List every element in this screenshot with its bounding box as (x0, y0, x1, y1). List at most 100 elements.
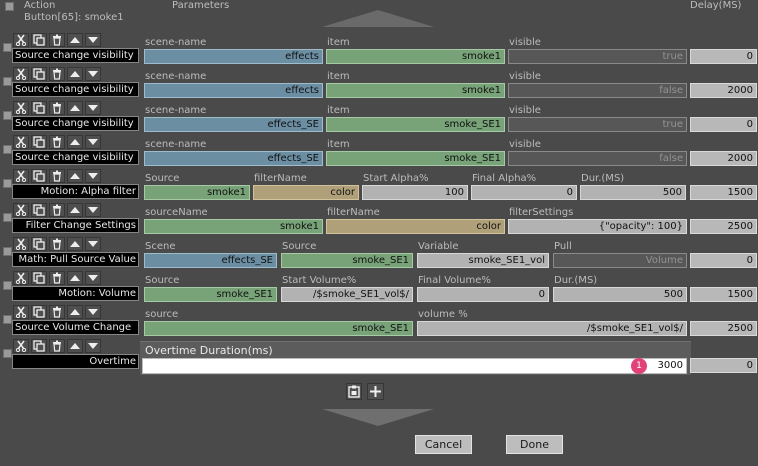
row1-move-up-button[interactable] (67, 33, 83, 47)
row5-duration-field[interactable]: 500 (580, 185, 686, 200)
row3-scene-field[interactable]: effects_SE (144, 117, 323, 132)
row9-delay-field[interactable]: 2500 (690, 321, 757, 336)
overtime-duration-input[interactable]: 3000 (142, 358, 687, 374)
row10-delay-field[interactable]: 0 (690, 358, 757, 373)
row5-start-alpha-field[interactable]: 100 (362, 185, 468, 200)
row10-move-down-button[interactable] (85, 339, 101, 353)
row1-visible-field[interactable]: true (508, 49, 687, 64)
row7-cut-button[interactable] (13, 237, 29, 251)
row7-variable-field[interactable]: smoke_SE1_vol (417, 253, 549, 268)
row7-copy-button[interactable] (31, 237, 47, 251)
row8-final-volume-field[interactable]: 0 (417, 287, 549, 302)
row5-source-field[interactable]: smoke1 (144, 185, 250, 200)
row3-copy-button[interactable] (31, 101, 47, 115)
row4-cut-button[interactable] (13, 135, 29, 149)
row2-move-down-button[interactable] (85, 67, 101, 81)
row1-scene-field[interactable]: effects (144, 49, 323, 64)
row8-checkbox[interactable] (3, 281, 12, 290)
row2-item-field[interactable]: smoke1 (326, 83, 505, 98)
row3-move-up-button[interactable] (67, 101, 83, 115)
row1-cut-button[interactable] (13, 33, 29, 47)
row1-delete-button[interactable] (49, 33, 65, 47)
row2-move-up-button[interactable] (67, 67, 83, 81)
row8-delay-field[interactable]: 1500 (690, 287, 757, 302)
row3-visible-field[interactable]: true (508, 117, 687, 132)
row10-copy-button[interactable] (31, 339, 47, 353)
row2-delay-field[interactable]: 2000 (690, 83, 757, 98)
row7-scene-field[interactable]: effects_SE (144, 253, 277, 268)
row5-checkbox[interactable] (3, 179, 12, 188)
row8-start-volume-field[interactable]: /$smoke_SE1_vol$/ (281, 287, 413, 302)
row2-copy-button[interactable] (31, 67, 47, 81)
scroll-up-arrow[interactable] (322, 10, 434, 27)
row3-checkbox[interactable] (3, 111, 12, 120)
row4-copy-button[interactable] (31, 135, 47, 149)
row2-visible-field[interactable]: false (508, 83, 687, 98)
row2-delete-button[interactable] (49, 67, 65, 81)
row6-move-down-button[interactable] (85, 203, 101, 217)
row2-action-name[interactable]: Source change visibility (12, 82, 139, 97)
row4-checkbox[interactable] (3, 145, 12, 154)
row7-move-down-button[interactable] (85, 237, 101, 251)
row7-delay-field[interactable]: 0 (690, 253, 757, 268)
row9-action-name[interactable]: Source Volume Change (12, 320, 139, 335)
select-all-checkbox[interactable] (5, 2, 14, 11)
row7-action-name[interactable]: Math: Pull Source Value (12, 252, 139, 267)
row8-cut-button[interactable] (13, 271, 29, 285)
row8-move-up-button[interactable] (67, 271, 83, 285)
row9-volume-field[interactable]: /$smoke_SE1_vol$/ (417, 321, 687, 336)
row6-action-name[interactable]: Filter Change Settings (12, 218, 139, 233)
row4-visible-field[interactable]: false (508, 151, 687, 166)
cancel-button[interactable]: Cancel (415, 435, 472, 454)
row8-action-name[interactable]: Motion: Volume (12, 286, 139, 301)
done-button[interactable]: Done (506, 435, 563, 454)
scroll-down-arrow[interactable] (322, 409, 434, 426)
row3-action-name[interactable]: Source change visibility (12, 116, 139, 131)
row6-filter-field[interactable]: color (326, 219, 505, 234)
row10-delete-button[interactable] (49, 339, 65, 353)
row9-move-down-button[interactable] (85, 305, 101, 319)
row5-delay-field[interactable]: 1500 (690, 185, 757, 200)
row6-settings-field[interactable]: {"opacity": 100} (508, 219, 687, 234)
row7-delete-button[interactable] (49, 237, 65, 251)
row5-move-up-button[interactable] (67, 169, 83, 183)
row1-move-down-button[interactable] (85, 33, 101, 47)
row8-copy-button[interactable] (31, 271, 47, 285)
row4-move-up-button[interactable] (67, 135, 83, 149)
row5-copy-button[interactable] (31, 169, 47, 183)
row6-checkbox[interactable] (3, 213, 12, 222)
row6-move-up-button[interactable] (67, 203, 83, 217)
row9-source-field[interactable]: smoke_SE1 (144, 321, 413, 336)
row5-delete-button[interactable] (49, 169, 65, 183)
row3-move-down-button[interactable] (85, 101, 101, 115)
add-action-button[interactable] (367, 383, 384, 400)
paste-action-button[interactable] (346, 383, 362, 400)
row3-delay-field[interactable]: 0 (690, 117, 757, 132)
row2-scene-field[interactable]: effects (144, 83, 323, 98)
row6-delay-field[interactable]: 2500 (690, 219, 757, 234)
row8-move-down-button[interactable] (85, 271, 101, 285)
row5-move-down-button[interactable] (85, 169, 101, 183)
row8-delete-button[interactable] (49, 271, 65, 285)
row2-checkbox[interactable] (3, 77, 12, 86)
row9-move-up-button[interactable] (67, 305, 83, 319)
row5-action-name[interactable]: Motion: Alpha filter (12, 184, 139, 199)
row9-delete-button[interactable] (49, 305, 65, 319)
row7-source-field[interactable]: smoke_SE1 (281, 253, 413, 268)
row1-item-field[interactable]: smoke1 (326, 49, 505, 64)
row7-checkbox[interactable] (3, 247, 12, 256)
row5-filter-field[interactable]: color (253, 185, 359, 200)
row6-delete-button[interactable] (49, 203, 65, 217)
row8-source-field[interactable]: smoke_SE1 (144, 287, 277, 302)
row5-final-alpha-field[interactable]: 0 (471, 185, 577, 200)
row7-move-up-button[interactable] (67, 237, 83, 251)
row3-cut-button[interactable] (13, 101, 29, 115)
row9-checkbox[interactable] (3, 315, 12, 324)
row1-checkbox[interactable] (3, 43, 12, 52)
row9-cut-button[interactable] (13, 305, 29, 319)
row1-action-name[interactable]: Source change visibility (12, 48, 139, 63)
row9-copy-button[interactable] (31, 305, 47, 319)
row3-item-field[interactable]: smoke_SE1 (326, 117, 505, 132)
row4-scene-field[interactable]: effects_SE (144, 151, 323, 166)
row10-checkbox[interactable] (3, 349, 12, 358)
